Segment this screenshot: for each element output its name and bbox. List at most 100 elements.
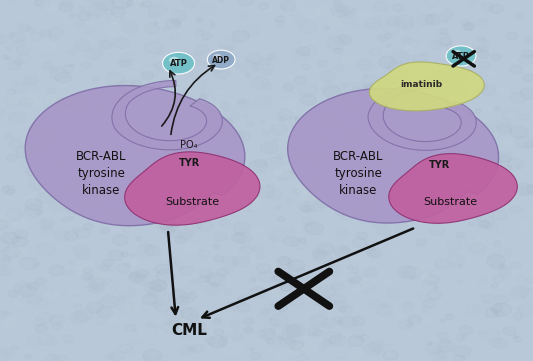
Text: BCR-ABL
tyrosine
kinase: BCR-ABL tyrosine kinase [333,150,383,197]
Circle shape [91,158,98,163]
Text: CML: CML [171,323,207,338]
Circle shape [324,26,329,29]
Circle shape [68,117,77,123]
Circle shape [138,242,154,253]
Circle shape [248,135,255,140]
Circle shape [193,183,212,196]
Circle shape [484,308,498,318]
Circle shape [427,161,433,164]
Circle shape [74,40,82,45]
Circle shape [254,95,272,107]
Circle shape [131,197,135,200]
Circle shape [207,169,219,177]
Circle shape [200,306,209,313]
Circle shape [28,124,47,137]
Circle shape [14,223,25,231]
Circle shape [43,3,58,13]
Circle shape [25,199,42,210]
Circle shape [298,190,315,201]
Circle shape [451,226,464,234]
Circle shape [99,231,111,239]
Circle shape [123,263,141,274]
Circle shape [425,275,440,285]
Circle shape [68,50,75,55]
Circle shape [308,327,319,335]
Circle shape [272,138,278,142]
Circle shape [158,111,164,115]
Circle shape [522,243,533,255]
Circle shape [410,207,418,212]
Circle shape [216,90,224,95]
Circle shape [350,251,365,262]
Circle shape [61,221,70,227]
Circle shape [231,184,238,188]
Circle shape [197,53,205,59]
Circle shape [413,324,421,329]
Circle shape [69,261,75,265]
Circle shape [75,118,83,123]
Circle shape [488,71,496,77]
Circle shape [403,250,421,261]
Circle shape [84,102,98,112]
Circle shape [131,80,141,87]
Circle shape [333,0,342,4]
Circle shape [108,250,124,261]
Circle shape [76,229,90,238]
Circle shape [181,167,199,180]
Circle shape [338,180,350,189]
Circle shape [169,57,179,64]
Circle shape [343,94,351,100]
Circle shape [246,331,257,339]
Circle shape [352,87,362,94]
Circle shape [421,305,430,311]
Circle shape [124,0,139,5]
Circle shape [118,287,135,299]
Circle shape [167,61,174,66]
Circle shape [345,151,356,159]
Circle shape [313,330,322,336]
Circle shape [280,270,294,280]
Circle shape [436,153,440,157]
Circle shape [235,171,247,180]
Circle shape [73,345,84,353]
Circle shape [84,223,93,230]
Circle shape [217,268,228,276]
Circle shape [0,56,15,69]
Circle shape [366,86,375,92]
Circle shape [29,192,39,199]
Circle shape [289,344,296,348]
Circle shape [421,64,437,74]
Circle shape [93,91,104,99]
Circle shape [197,62,203,66]
Circle shape [216,140,226,147]
Circle shape [492,275,504,283]
Circle shape [196,17,203,22]
Circle shape [219,219,231,227]
Circle shape [425,68,443,80]
Circle shape [65,38,72,42]
Circle shape [296,153,305,159]
Circle shape [125,125,133,130]
Circle shape [42,42,56,52]
Circle shape [55,352,70,361]
Circle shape [83,268,92,274]
Circle shape [434,193,450,203]
Circle shape [156,264,170,274]
Circle shape [237,254,255,266]
Circle shape [398,266,416,278]
Circle shape [59,121,77,133]
Circle shape [118,188,124,192]
Circle shape [216,308,233,320]
Circle shape [472,237,477,240]
Circle shape [503,327,516,335]
Circle shape [453,87,462,93]
Circle shape [17,23,30,32]
Circle shape [457,280,463,284]
Circle shape [395,104,409,113]
Circle shape [352,72,370,84]
Circle shape [82,62,91,68]
Circle shape [173,96,179,100]
Circle shape [76,264,87,271]
Circle shape [346,332,353,336]
Circle shape [491,336,500,342]
